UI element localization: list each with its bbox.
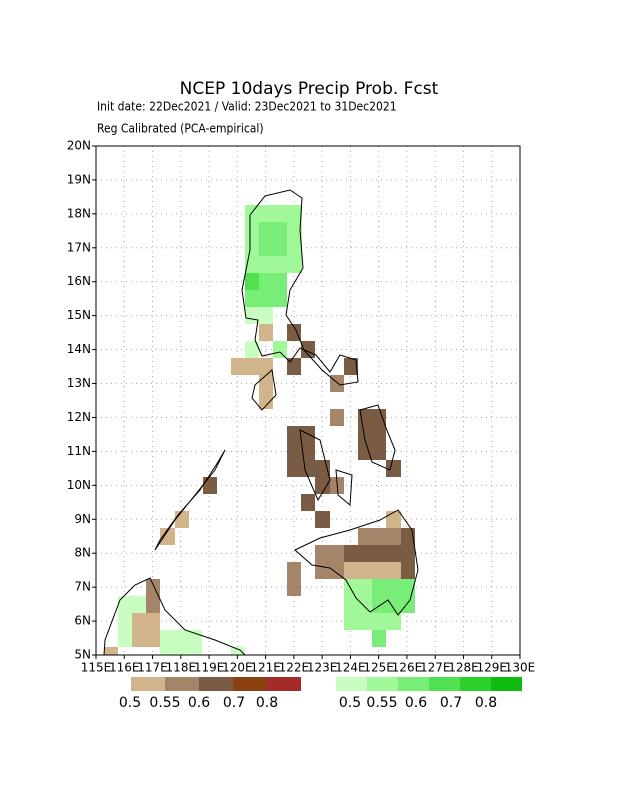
legend-swatch bbox=[336, 677, 367, 691]
legend-swatch bbox=[233, 677, 267, 691]
legend-label: 0.55 bbox=[366, 695, 397, 711]
lat-tick-label: 13N bbox=[67, 376, 91, 390]
lat-tick-label: 15N bbox=[67, 308, 91, 322]
legend-swatch bbox=[165, 677, 199, 691]
lat-tick-label: 12N bbox=[67, 410, 91, 424]
legend-label: 0.6 bbox=[188, 695, 210, 711]
lat-tick-label: 5N bbox=[74, 648, 91, 662]
grid bbox=[95, 145, 521, 656]
lon-tick-label: 118E bbox=[166, 661, 197, 675]
lon-tick-label: 116E bbox=[109, 661, 140, 675]
lat-tick-label: 14N bbox=[67, 342, 91, 356]
legend-swatch bbox=[131, 677, 165, 691]
lon-tick-label: 115E bbox=[81, 661, 112, 675]
legend-swatch bbox=[199, 677, 233, 691]
lon-tick-label: 119E bbox=[194, 661, 225, 675]
lon-tick-label: 125E bbox=[363, 661, 394, 675]
lat-tick-label: 8N bbox=[74, 546, 91, 560]
legend-swatch bbox=[460, 677, 491, 691]
legend-swatch bbox=[429, 677, 460, 691]
ticks: 115E116E117E118E119E120E121E122E123E124E… bbox=[67, 139, 536, 675]
lon-tick-label: 123E bbox=[307, 661, 338, 675]
map-frame bbox=[95, 145, 521, 656]
lat-tick-label: 20N bbox=[67, 139, 91, 153]
lon-tick-label: 117E bbox=[137, 661, 168, 675]
lon-tick-label: 120E bbox=[222, 661, 253, 675]
legend-label: 0.8 bbox=[256, 695, 278, 711]
lon-tick-label: 122E bbox=[279, 661, 310, 675]
lon-tick-label: 130E bbox=[505, 661, 536, 675]
init-line: Init date: 22Dec2021 / Valid: 23Dec2021 … bbox=[97, 100, 397, 114]
legend-label: 0.7 bbox=[440, 695, 462, 711]
probability-cells bbox=[104, 205, 415, 655]
legend-label: 0.7 bbox=[223, 695, 245, 711]
lat-tick-label: 7N bbox=[74, 580, 91, 594]
legend: 0.5 0.55 0.6 0.7 0.8 0.5 0.55 0.6 0.7 0.8 bbox=[119, 677, 522, 711]
lon-tick-label: 128E bbox=[448, 661, 479, 675]
legend-label: 0.5 bbox=[119, 695, 141, 711]
legend-label: 0.55 bbox=[149, 695, 180, 711]
lat-tick-label: 17N bbox=[67, 240, 91, 254]
lon-tick-label: 126E bbox=[392, 661, 423, 675]
lat-tick-label: 18N bbox=[67, 206, 91, 220]
lat-tick-label: 9N bbox=[74, 512, 91, 526]
lat-tick-label: 19N bbox=[67, 172, 91, 186]
legend-label: 0.8 bbox=[475, 695, 497, 711]
lon-tick-label: 129E bbox=[476, 661, 507, 675]
legend-swatch bbox=[398, 677, 429, 691]
lon-tick-label: 121E bbox=[250, 661, 281, 675]
legend-swatch bbox=[267, 677, 301, 691]
method-line: Reg Calibrated (PCA-empirical) bbox=[97, 122, 264, 136]
lat-tick-label: 16N bbox=[67, 274, 91, 288]
lat-tick-label: 6N bbox=[74, 614, 91, 628]
title: NCEP 10days Precip Prob. Fcst bbox=[180, 79, 439, 99]
lat-tick-label: 10N bbox=[67, 478, 91, 492]
lon-tick-label: 127E bbox=[420, 661, 451, 675]
legend-label: 0.6 bbox=[405, 695, 427, 711]
legend-swatch bbox=[491, 677, 522, 691]
legend-swatch bbox=[367, 677, 398, 691]
legend-label: 0.5 bbox=[339, 695, 361, 711]
lat-tick-label: 11N bbox=[67, 444, 91, 458]
lon-tick-label: 124E bbox=[335, 661, 366, 675]
